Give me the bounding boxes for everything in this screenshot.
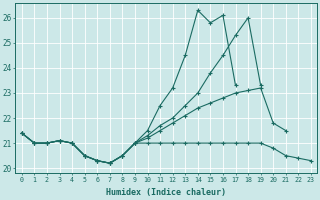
X-axis label: Humidex (Indice chaleur): Humidex (Indice chaleur) bbox=[106, 188, 226, 197]
